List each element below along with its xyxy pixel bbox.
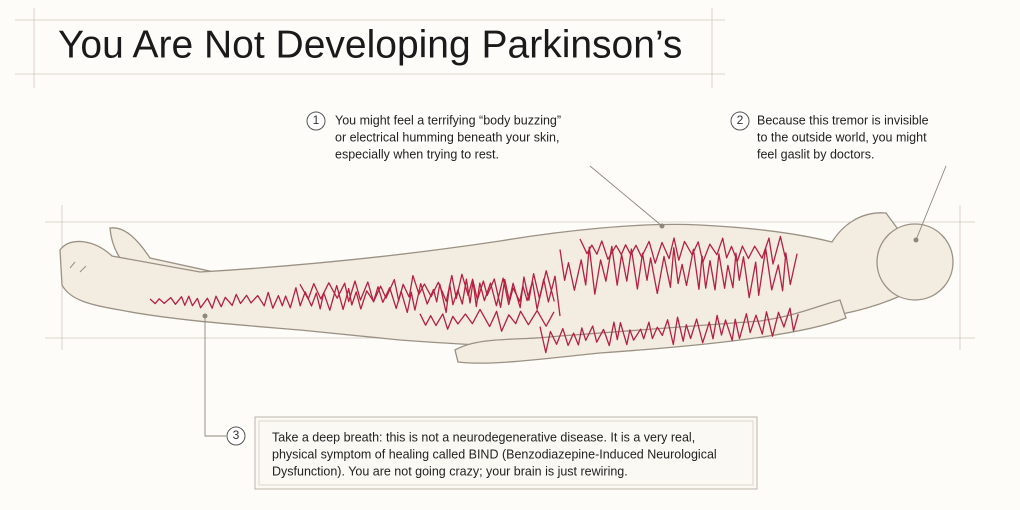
title: You Are Not Developing Parkinson’s <box>58 23 682 66</box>
annotation-text: especially when trying to rest. <box>335 147 499 161</box>
tremor-line <box>559 245 798 299</box>
tremor-line <box>539 307 799 354</box>
leader-line <box>915 165 947 241</box>
annotation-text: feel gaslit by doctors. <box>757 147 874 161</box>
number-badge <box>730 111 750 131</box>
toes <box>69 261 87 273</box>
leader-dot <box>913 237 919 243</box>
annotation-text: Because this tremor is invisible <box>757 113 929 127</box>
annotation: 1 You might feel a terrifying “body buzz… <box>306 111 561 161</box>
title-box: You Are Not Developing Parkinson’s <box>15 8 725 88</box>
annotation-text: Take a deep breath: this is not a neurod… <box>272 430 695 444</box>
annotation-text: or electrical humming beneath your skin, <box>335 130 559 144</box>
annotation-number: 2 <box>737 113 744 127</box>
annotation-number: 3 <box>233 428 240 442</box>
leader-dot <box>202 313 208 319</box>
number-badge <box>306 111 326 131</box>
callout-box <box>254 416 758 490</box>
tremor-line <box>419 308 555 332</box>
head <box>876 223 954 301</box>
annotation-text: You might feel a terrifying “body buzzin… <box>335 113 561 127</box>
annotation: 3 Take a deep breath: this is not a neur… <box>226 416 758 490</box>
tremor-line <box>299 270 555 309</box>
annotation-number: 1 <box>313 113 320 127</box>
annotation-text: physical symptom of healing called BIND … <box>272 447 717 461</box>
tremor-line <box>579 235 786 265</box>
callout-inner-border <box>258 420 754 486</box>
annotation-text: Dysfunction). You are not going crazy; y… <box>272 464 628 478</box>
body-illustration <box>59 212 954 364</box>
tremor-line <box>149 275 561 317</box>
leader-line <box>204 316 226 437</box>
leader-dot <box>659 223 665 229</box>
leader-line <box>589 165 663 227</box>
number-badge <box>226 426 246 446</box>
annotation: 2 Because this tremor is invisible to th… <box>730 111 929 161</box>
annotation-text: to the outside world, you might <box>757 130 927 144</box>
